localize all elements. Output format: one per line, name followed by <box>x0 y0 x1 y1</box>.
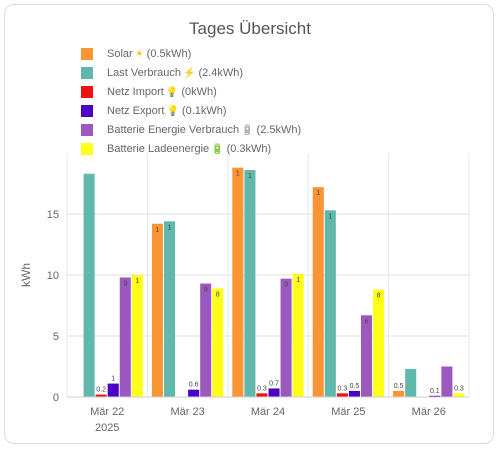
sun-icon: ☀ <box>134 49 144 60</box>
bar <box>131 275 143 397</box>
bar <box>95 394 107 397</box>
bar <box>280 278 292 397</box>
legend-label: Netz Export <box>107 105 165 117</box>
data-label: 0.6 <box>189 382 199 389</box>
x-tick-label: Mär 26 <box>412 406 446 418</box>
bar <box>151 223 163 397</box>
legend-swatch <box>81 86 93 98</box>
legend-value: (0.5kWh) <box>146 48 192 60</box>
x-tick-sublabel: 2025 <box>95 422 119 434</box>
data-label: 9 <box>284 282 288 289</box>
data-label: 0.7 <box>269 380 279 387</box>
bar <box>244 170 256 397</box>
bar <box>256 393 268 397</box>
chart-card: Tages Übersicht Solar ☀ (0.5kWh) Last Verb… <box>4 4 494 444</box>
bar <box>292 273 304 397</box>
data-label: 1 <box>168 224 172 231</box>
bar <box>163 221 176 397</box>
legend-label: Last Verbrauch <box>107 67 181 79</box>
bar <box>200 283 212 397</box>
chart-plot: 0 5 10 15 kWh Mär 22 2025 Mär 23 Mär 24 Mär 25 Mär… <box>19 153 470 434</box>
legend-value: (2.4kWh) <box>198 67 244 79</box>
legend-value: (0kWh) <box>181 86 217 98</box>
data-label: 9 <box>204 287 208 294</box>
bar <box>188 389 200 397</box>
x-tick-label: Mär 24 <box>251 406 285 418</box>
lightning-icon: ⚡ <box>183 68 196 79</box>
bar <box>429 395 441 397</box>
legend-value: (2.5kWh) <box>256 124 302 136</box>
data-label: 0.3 <box>257 385 267 392</box>
battery-empty-icon: 🔋 <box>241 125 254 136</box>
legend-value: (0.1kWh) <box>181 105 227 117</box>
bar <box>212 288 224 397</box>
bar <box>232 167 244 397</box>
data-label: 1 <box>155 227 159 234</box>
data-label: 1 <box>328 213 332 220</box>
data-label: 1 <box>296 277 300 284</box>
legend-label: Netz Import <box>107 86 164 98</box>
data-label: 0.5 <box>350 383 360 390</box>
data-label: 9 <box>123 280 127 287</box>
bar <box>360 315 373 397</box>
data-label: 1 <box>316 190 320 197</box>
y-tick-label: 10 <box>47 270 59 282</box>
data-label: 1 <box>236 171 240 178</box>
x-tick-label: Mär 25 <box>331 406 365 418</box>
bar <box>107 383 119 397</box>
y-axis-title: kWh <box>19 263 33 287</box>
x-tick-label: Mär 22 <box>90 406 124 418</box>
data-label: 8 <box>377 293 381 300</box>
data-label: 1 <box>135 278 139 285</box>
bar <box>268 388 280 397</box>
y-tick-label: 0 <box>53 392 59 404</box>
data-label: 1 <box>248 173 252 180</box>
legend-swatch <box>81 124 93 136</box>
data-label: 8 <box>216 291 220 298</box>
bar <box>348 390 360 397</box>
data-label: 0.3 <box>454 385 464 392</box>
legend-swatch <box>81 67 93 79</box>
legend-swatch <box>81 105 93 117</box>
y-tick-label: 15 <box>47 209 59 221</box>
bar <box>312 187 324 397</box>
bar <box>336 393 348 397</box>
chart-title: Tages Übersicht <box>189 19 311 38</box>
bar <box>405 368 417 397</box>
y-tick-label: 5 <box>53 331 59 343</box>
bar <box>324 210 336 397</box>
bar <box>83 173 95 397</box>
bar <box>441 366 453 397</box>
legend-label: Batterie Ladeenergie <box>107 143 210 155</box>
bar <box>393 390 405 397</box>
bar <box>119 277 131 397</box>
data-label: 6 <box>365 318 369 325</box>
bulb-icon: 💡 <box>166 106 179 117</box>
data-label: 1 <box>111 376 115 383</box>
bulb-icon: 💡 <box>165 87 179 98</box>
data-label: 0.2 <box>96 387 106 394</box>
battery-full-icon: 🔋 <box>211 144 224 155</box>
legend-value: (0.3kWh) <box>226 143 272 155</box>
data-label: 0.5 <box>394 383 404 390</box>
legend-swatch <box>81 48 93 60</box>
data-label: 0.1 <box>430 388 440 395</box>
x-tick-label: Mär 23 <box>170 406 204 418</box>
legend-label: Solar <box>107 48 133 60</box>
legend-label: Batterie Energie Verbrauch <box>107 124 240 136</box>
legend-swatch <box>81 143 93 155</box>
bar <box>373 289 385 397</box>
data-label: 0.3 <box>338 385 348 392</box>
bar <box>453 393 465 397</box>
